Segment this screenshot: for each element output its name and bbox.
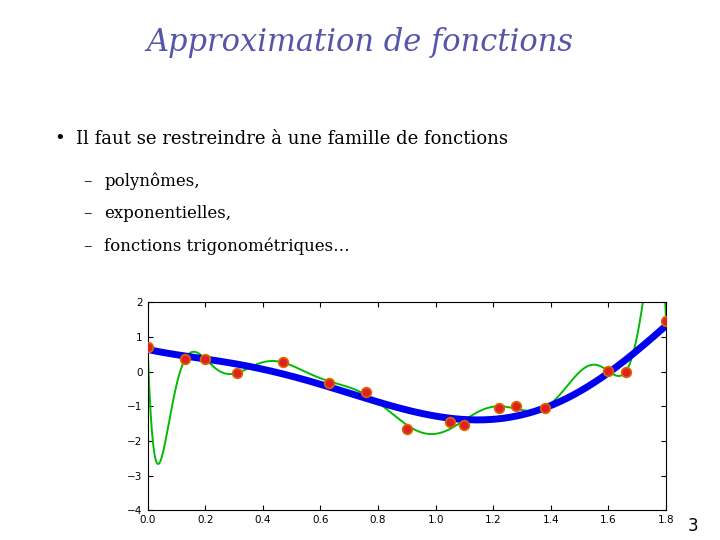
Text: exponentielles,: exponentielles, <box>104 205 232 222</box>
Point <box>231 369 243 378</box>
Point <box>199 354 211 363</box>
Text: –: – <box>83 173 91 190</box>
Point <box>510 402 522 411</box>
Point <box>361 388 372 396</box>
Point <box>142 342 153 351</box>
Point <box>323 379 335 388</box>
Point <box>179 355 191 363</box>
Text: Il faut se restreindre à une famille de fonctions: Il faut se restreindre à une famille de … <box>76 130 508 147</box>
Point <box>277 357 289 366</box>
Text: •: • <box>54 130 65 147</box>
Point <box>459 421 470 429</box>
Text: fonctions trigonométriques…: fonctions trigonométriques… <box>104 238 350 255</box>
Text: 3: 3 <box>688 517 698 535</box>
Point <box>539 404 551 413</box>
Point <box>401 424 413 433</box>
Text: –: – <box>83 238 91 254</box>
Point <box>493 404 505 413</box>
Point <box>603 367 614 375</box>
Text: –: – <box>83 205 91 222</box>
Text: Approximation de fonctions: Approximation de fonctions <box>146 27 574 58</box>
Point <box>660 316 672 325</box>
Text: polynômes,: polynômes, <box>104 173 200 190</box>
Point <box>444 418 456 427</box>
Point <box>620 367 631 376</box>
